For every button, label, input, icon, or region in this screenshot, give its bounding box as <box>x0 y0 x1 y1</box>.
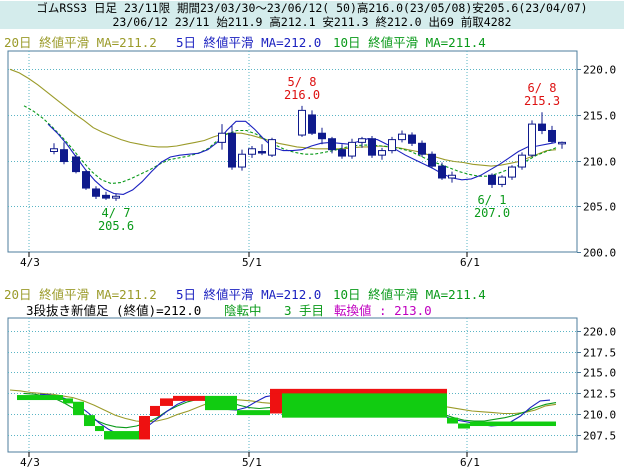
step-block <box>63 398 73 404</box>
annotation-date: 6/ 8 <box>528 81 557 95</box>
candle-body <box>408 134 416 144</box>
candle-body <box>82 171 90 189</box>
upper-y-label: 220.0 <box>583 64 616 77</box>
legend-ma20-lower: 20日 終値平滑 MA=211.2 <box>4 287 157 302</box>
upper-y-label: 205.0 <box>583 201 616 214</box>
candle-body <box>348 141 356 157</box>
candle-body <box>508 166 516 178</box>
legend-kagi-reversal: 転換値 : 213.0 <box>334 303 432 318</box>
legend-kagi-state: 陰転中 <box>224 303 262 318</box>
step-block-tail <box>470 421 556 427</box>
candle-body <box>228 132 236 168</box>
lower-y-label: 220.0 <box>583 326 616 339</box>
step-block <box>17 395 63 401</box>
upper-x-label: 4/3 <box>20 256 40 269</box>
candle-body <box>418 142 426 155</box>
legend-ma5-upper: 5日 終値平滑 MA=212.0 <box>176 35 322 50</box>
legend-ma10-upper: 10日 終値平滑 MA=211.4 <box>333 35 486 50</box>
annotation-date: 5/ 8 <box>288 75 317 89</box>
step-block <box>73 401 84 416</box>
annotation-date: 6/ 1 <box>478 193 507 207</box>
candle-body <box>538 123 546 131</box>
step-block <box>270 390 282 414</box>
upper-frame <box>7 50 578 253</box>
lower-y-label: 217.5 <box>583 347 616 360</box>
step-block <box>95 426 104 432</box>
candle-body <box>258 151 266 154</box>
step-block <box>160 398 173 406</box>
candle-body <box>268 139 276 156</box>
upper-x-label: 6/1 <box>460 256 480 269</box>
lower-y-label: 212.5 <box>583 388 616 401</box>
candle-body <box>308 114 316 134</box>
upper-x-label: 5/1 <box>242 256 262 269</box>
upper-y-label: 210.0 <box>583 156 616 169</box>
step-block <box>205 395 237 411</box>
chart-header-line2: 23/06/12 23/11 始211.9 高212.1 安211.3 終212… <box>0 15 624 29</box>
candle-body <box>318 132 326 140</box>
upper-ma10-line <box>23 105 557 185</box>
upper-ma20-line <box>9 68 557 167</box>
candle-body <box>438 165 446 179</box>
annotation-value: 216.0 <box>284 88 320 102</box>
upper-ma5-line <box>47 120 557 195</box>
candle-body <box>528 123 536 156</box>
step-block-top <box>270 388 447 394</box>
candle-body <box>328 138 336 151</box>
annotation-value: 207.0 <box>474 206 510 220</box>
candle-body <box>388 139 396 152</box>
candle-body <box>248 148 256 155</box>
candle-body <box>92 188 100 197</box>
candle-body <box>398 133 406 141</box>
annotation-date: 4/ 7 <box>102 206 131 220</box>
lower-x-label: 4/3 <box>20 456 40 469</box>
candle-body <box>358 138 366 143</box>
lower-y-label: 215.0 <box>583 367 616 380</box>
lower-x-label: 5/1 <box>242 456 262 469</box>
upper-y-label: 200.0 <box>583 247 616 260</box>
step-block <box>282 390 447 418</box>
step-block <box>173 395 205 401</box>
chart-header-line1: ゴムRSS3 日足 23/11限 期間23/03/30～23/06/12( 50… <box>0 1 624 15</box>
lower-y-label: 210.0 <box>583 409 616 422</box>
candle-body <box>50 148 58 153</box>
candle-body <box>238 153 246 168</box>
upper-y-label: 215.0 <box>583 110 616 123</box>
legend-kagi-count: 3 手目 <box>284 303 325 318</box>
candle-body <box>548 129 556 142</box>
candle-body <box>558 141 566 145</box>
lower-x-label: 6/1 <box>460 456 480 469</box>
step-block <box>237 410 270 416</box>
step-block <box>139 415 150 440</box>
legend-ma20-upper: 20日 終値平滑 MA=211.2 <box>4 35 157 50</box>
step-block <box>458 423 470 429</box>
candle-body <box>102 194 110 199</box>
legend-ma10-lower: 10日 終値平滑 MA=211.4 <box>333 287 486 302</box>
candle-body <box>218 132 226 143</box>
candle-body <box>518 154 526 168</box>
candle-body <box>428 153 436 167</box>
candle-body <box>368 138 376 156</box>
step-block <box>84 415 95 427</box>
lower-y-label: 207.5 <box>583 430 616 443</box>
step-block <box>104 431 139 440</box>
candle-body <box>60 149 68 163</box>
candle-body <box>378 150 386 156</box>
annotation-value: 205.6 <box>98 219 134 233</box>
candle-body <box>488 174 496 185</box>
annotation-value: 215.3 <box>524 94 560 108</box>
legend-kagi-close: 3段抜き新値足 (終値)=212.0 <box>26 303 202 318</box>
candle-body <box>498 176 506 185</box>
candle-body <box>338 149 346 157</box>
candle-body <box>298 109 306 136</box>
candle-body <box>72 156 80 173</box>
step-block <box>150 405 160 416</box>
candle-body <box>448 174 456 179</box>
candle-body <box>112 195 120 199</box>
lower-frame <box>7 317 578 453</box>
step-block <box>447 417 458 424</box>
legend-ma5-lower: 5日 終値平滑 MA=212.0 <box>176 287 322 302</box>
